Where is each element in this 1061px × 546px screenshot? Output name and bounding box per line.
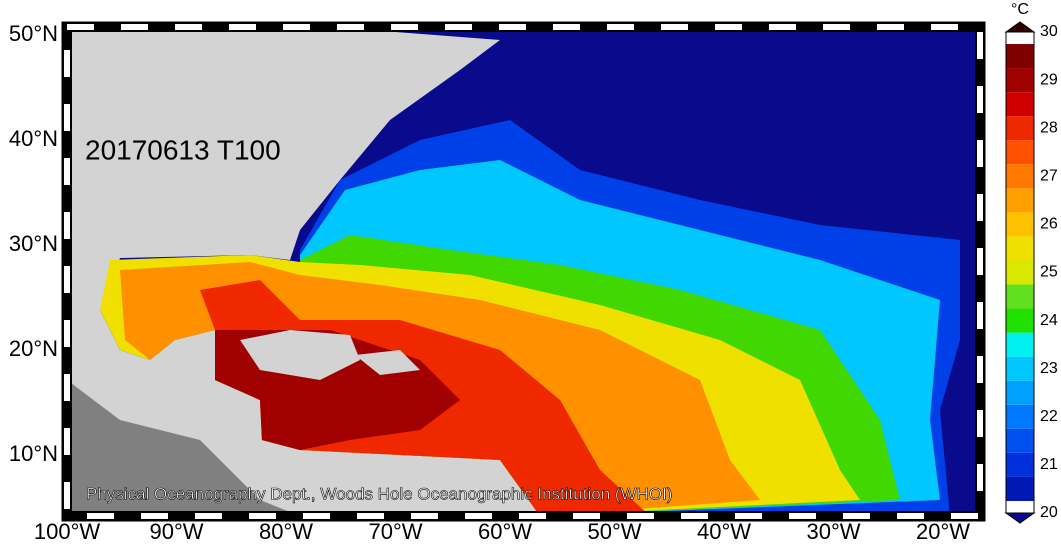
colorbar-label: 26 (1040, 216, 1058, 233)
colorbar-swatch (1006, 164, 1034, 189)
lon-label: 50°W (587, 519, 641, 544)
colorbar-swatch (1006, 428, 1034, 453)
colorbar-swatch (1006, 140, 1034, 165)
colorbar-swatch (1006, 404, 1034, 429)
lon-label: 90°W (149, 519, 203, 544)
colorbar-label: 27 (1040, 168, 1058, 185)
lon-label: 60°W (478, 519, 532, 544)
lon-label: 100°W (34, 519, 101, 544)
lat-label: 10°N (9, 441, 58, 466)
frame (61, 21, 986, 522)
colorbar-label: 23 (1040, 360, 1058, 377)
credit: Physical Oceanography Dept., Woods Hole … (86, 484, 672, 503)
axes: 50°N 40°N 30°N 20°N 10°N 100°W 90°W 80°W 70°W 60°… (9, 21, 970, 544)
lon-label: 70°W (368, 519, 422, 544)
lat-label: 20°N (9, 336, 58, 361)
lon-label: 20°W (916, 519, 970, 544)
colorbar-label: 24 (1040, 312, 1058, 329)
lat-label: 50°N (9, 21, 58, 46)
colorbar-swatch (1006, 476, 1034, 501)
colorbar-label: 21 (1040, 456, 1058, 473)
island (355, 350, 420, 375)
colorbar-label: 28 (1040, 119, 1058, 136)
colorbar-arrow (1004, 512, 1036, 524)
colorbar-frame (1005, 31, 1035, 514)
colorbar: 30 29 28 27 26 25 24 23 22 21 20 °C (1004, 1, 1058, 524)
date-label: 20170613 T100 (85, 134, 281, 165)
colorbar-swatch (1006, 284, 1034, 309)
colorbar-swatch (1006, 188, 1034, 213)
colorbar-label: 29 (1040, 71, 1058, 88)
colorbar-swatch (1006, 116, 1034, 141)
colorbar-swatch (1006, 308, 1034, 333)
lon-label: 30°W (806, 519, 860, 544)
colorbar-swatch (1006, 44, 1034, 69)
colorbar-arrow (1004, 21, 1036, 33)
colorbar-swatch (1006, 68, 1034, 93)
colorbar-swatch (1006, 92, 1034, 117)
colorbar-swatch (1006, 236, 1034, 261)
colorbar-label: 30 (1040, 23, 1058, 40)
lon-label: 80°W (259, 519, 313, 544)
colorbar-swatch (1006, 212, 1034, 237)
colorbar-unit: °C (1011, 1, 1029, 18)
colorbar-swatch (1006, 380, 1034, 405)
land-dark (67, 380, 300, 516)
colorbar-label: 25 (1040, 264, 1058, 281)
lat-label: 40°N (9, 126, 58, 151)
lat-label: 30°N (9, 231, 58, 256)
colorbar-swatch (1006, 260, 1034, 285)
colorbar-label: 22 (1040, 408, 1058, 425)
colorbar-swatch (1006, 452, 1034, 477)
colorbar-label: 20 (1040, 504, 1058, 521)
island (240, 330, 360, 380)
colorbar-swatch (1006, 356, 1034, 381)
map-area: 20170613 T100 Physical Oceanography Dept… (67, 27, 980, 516)
lon-label: 40°W (697, 519, 751, 544)
colorbar-swatch (1006, 332, 1034, 357)
